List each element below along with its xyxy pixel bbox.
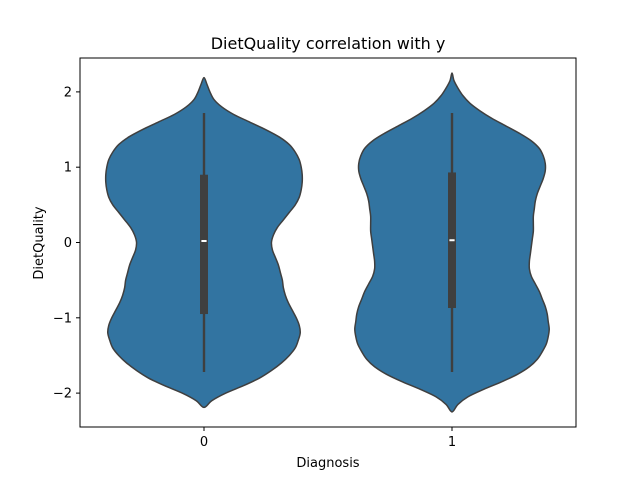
y-tick-label: 0 <box>64 236 72 251</box>
x-tick-label: 1 <box>448 435 456 450</box>
plot-area <box>104 72 550 413</box>
violin-median-0 <box>201 239 207 242</box>
x-axis-label: Diagnosis <box>296 456 359 471</box>
y-tick-label: −1 <box>53 311 72 326</box>
violin-median-1 <box>449 239 455 242</box>
y-tick-label: 2 <box>64 85 72 100</box>
x-tick-label: 0 <box>200 435 208 450</box>
violin-iqr-box-0 <box>200 174 208 315</box>
y-tick-label: 1 <box>64 161 72 176</box>
violin-group-0 <box>104 76 304 409</box>
y-axis-label: DietQuality <box>32 206 47 279</box>
y-tick-label: −2 <box>53 387 72 402</box>
violin-group-1 <box>354 72 550 413</box>
chart-title: DietQuality correlation with y <box>211 34 446 53</box>
axes: −2 −1 0 1 2 0 1 <box>53 85 456 450</box>
